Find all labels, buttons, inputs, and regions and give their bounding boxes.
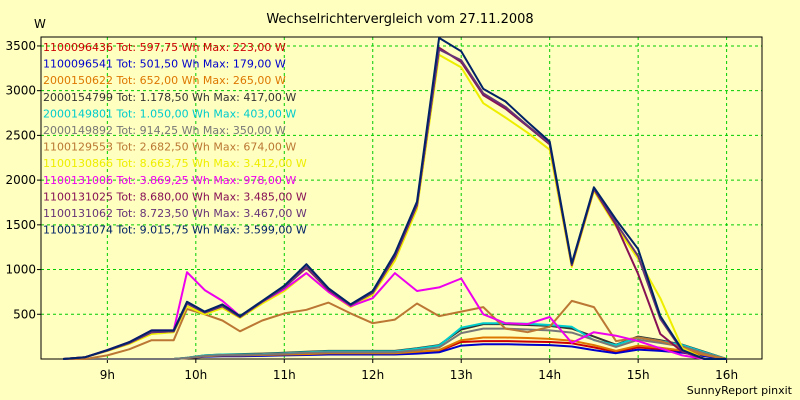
y-tick-label: 2500: [5, 128, 36, 142]
plot-frame: [40, 36, 763, 360]
x-tick-label: 14h: [538, 368, 561, 382]
y-tick-label: 3000: [5, 84, 36, 98]
x-tick-label: 12h: [361, 368, 384, 382]
legend-entry-2000149892: 2000149892 Tot: 914,25 Wh Max: 350,00 W: [43, 124, 286, 137]
series-line-1100131074: [63, 36, 727, 360]
series-line-1100131006: [63, 271, 727, 360]
y-tick-label: 500: [13, 307, 36, 321]
y-tick-label: 1000: [5, 263, 36, 277]
axes: 500 1000 1500 2000 2500 3000 3500 9h 10h 11h 12h 13…: [5, 36, 763, 382]
legend-entry-1100129553: 1100129553 Tot: 2.682,50 Wh Max: 674,00 …: [43, 141, 296, 154]
grid: [41, 37, 762, 359]
chart-title: Wechselrichtervergleich vom 27.11.2008: [266, 12, 533, 27]
legend: 1100096436 Tot: 597,75 Wh Max: 223,00 W 1…: [43, 41, 307, 237]
y-axis-unit: W: [34, 17, 46, 31]
x-tick-label: 9h: [100, 368, 115, 382]
legend-entry-1100096436: 1100096436 Tot: 597,75 Wh Max: 223,00 W: [43, 41, 286, 54]
x-tick-label: 10h: [184, 368, 207, 382]
legend-entry-1100131062: 1100131062 Tot: 8.723,50 Wh Max: 3.467,0…: [43, 207, 307, 220]
legend-entry-1100131025: 1100131025 Tot: 8.680,00 Wh Max: 3.485,0…: [43, 190, 307, 203]
x-tick-label: 11h: [273, 368, 296, 382]
legend-entry-2000150622: 2000150622 Tot: 652,00 Wh Max: 265,00 W: [43, 74, 286, 87]
x-tick-label: 13h: [450, 368, 473, 382]
y-tick-label: 2000: [5, 173, 36, 187]
series-line-2000149892: [63, 327, 727, 360]
footer-credit: SunnyReport pinxit: [687, 384, 793, 397]
legend-entry-2000149801: 2000149801 Tot: 1.050,00 Wh Max: 403,00 …: [43, 107, 296, 120]
y-tick-label: 3500: [5, 39, 36, 53]
y-tick-label: 1500: [5, 218, 36, 232]
legend-entry-1100096541: 1100096541 Tot: 501,50 Wh Max: 179,00 W: [43, 58, 286, 71]
x-tick-label: 15h: [627, 368, 650, 382]
series-lines: [63, 36, 727, 360]
legend-entry-1100131074: 1100131074 Tot: 9.015,75 Wh Max: 3.599,0…: [43, 224, 307, 237]
legend-entry-1100131006: 1100131006 Tot: 3.869,25 Wh Max: 978,00 …: [43, 174, 296, 187]
legend-entry-2000154799: 2000154799 Tot: 1.178,50 Wh Max: 417,00 …: [43, 91, 296, 104]
legend-entry-1100130866: 1100130866 Tot: 8.663,75 Wh Max: 3.412,0…: [43, 157, 307, 170]
x-tick-label: 16h: [715, 368, 738, 382]
